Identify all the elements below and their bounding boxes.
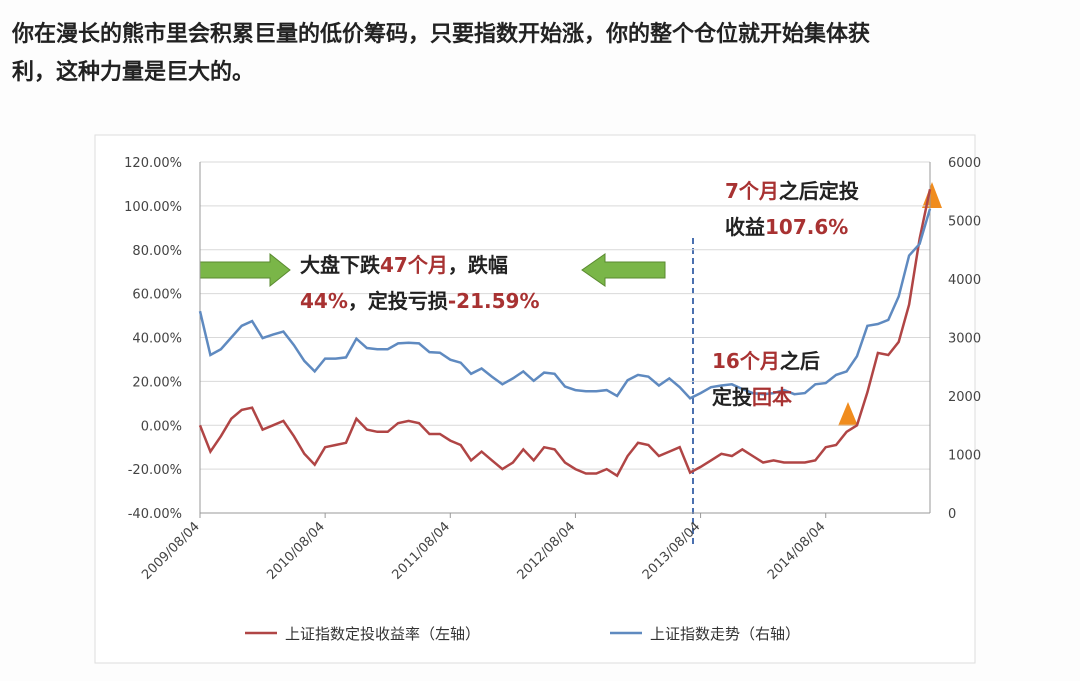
y2-tick-label: 3000: [948, 332, 981, 347]
legend-label: 上证指数走势（右轴）: [650, 625, 800, 643]
annotation-part: 之后定投: [779, 179, 859, 203]
annotation-part: 16个月: [712, 349, 780, 373]
annotation-part: ，跌幅: [448, 253, 508, 277]
y-tick-label: 120.00%: [124, 156, 182, 171]
annotation-part: 大盘下跌: [300, 253, 381, 277]
annotation: 7个月之后定投: [725, 179, 859, 203]
annotation-part: 之后: [780, 349, 820, 373]
y-tick-label: 0.00%: [141, 419, 182, 434]
annotation-part: 定投: [712, 385, 752, 409]
series-line: [198, 188, 932, 478]
y-tick-label: 80.00%: [132, 244, 182, 259]
annotation: 大盘下跌47个月，跌幅: [300, 253, 508, 277]
y2-tick-label: 0: [948, 507, 956, 522]
annotation: 44%，定投亏损-21.59%: [300, 289, 539, 313]
annotation-part: -21.59%: [448, 289, 540, 313]
text-line: 利，这种力量是巨大的。: [12, 60, 255, 85]
annotation-part: 107.6%: [765, 215, 848, 239]
annotation: 16个月之后: [712, 349, 820, 373]
y-tick-label: -40.00%: [128, 507, 182, 522]
annotation-part: ，定投亏损: [348, 289, 448, 313]
annotation-part: 44%: [300, 289, 348, 313]
y2-tick-label: 6000: [948, 156, 981, 171]
y-tick-label: 60.00%: [132, 288, 182, 303]
text-line: 你在漫长的熊市里会积累巨量的低价筹码，只要指数开始涨，你的整个仓位就开始集体获: [12, 22, 871, 47]
annotation: 收益107.6%: [725, 215, 848, 239]
annotation-part: 收益: [725, 215, 765, 239]
annotation-part: 回本: [752, 385, 792, 409]
arrow: [199, 252, 291, 288]
y2-tick-label: 4000: [948, 273, 981, 288]
y-tick-label: 100.00%: [124, 200, 182, 215]
y-tick-label: -20.00%: [128, 463, 182, 478]
annotation-part: 7个月: [725, 179, 779, 203]
y2-tick-label: 1000: [948, 449, 981, 464]
y-tick-label: 20.00%: [132, 375, 182, 390]
y2-tick-label: 5000: [948, 215, 981, 230]
arrow: [581, 253, 666, 287]
annotation: 定投回本: [712, 385, 792, 409]
y-tick-label: 40.00%: [132, 332, 182, 347]
legend-label: 上证指数定投收益率（左轴）: [285, 625, 480, 643]
chart-frame: [94, 134, 976, 664]
series-line: [198, 208, 932, 400]
annotation-part: 47个月: [380, 253, 448, 277]
y2-tick-label: 2000: [948, 390, 981, 405]
marker: [838, 402, 858, 426]
